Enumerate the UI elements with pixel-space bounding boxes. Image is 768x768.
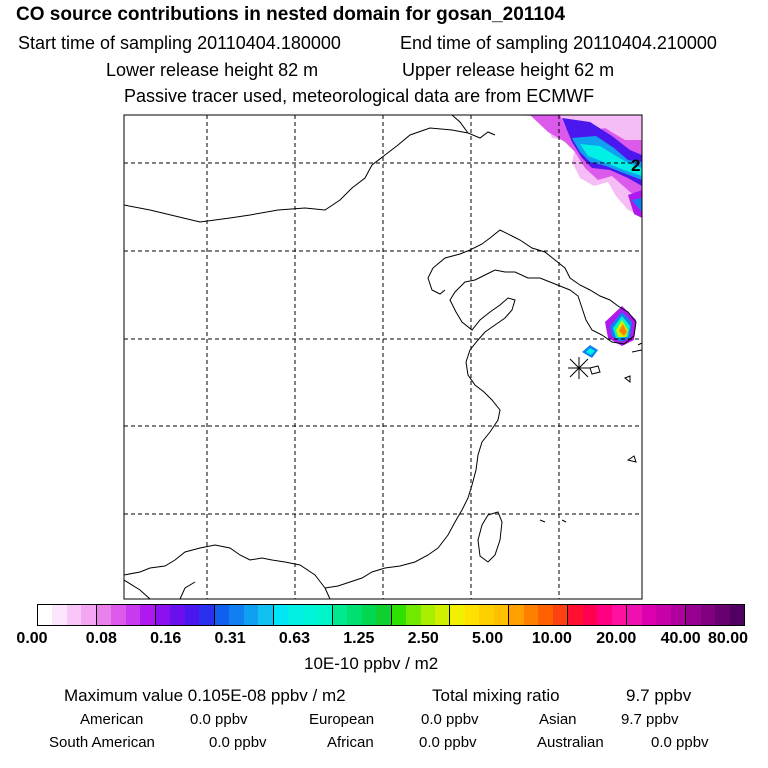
colorbar <box>37 604 745 626</box>
colorbar-segment <box>272 605 332 625</box>
colorbar-tick-label: 0.16 <box>150 630 182 647</box>
region-value-african: 0.0 ppbv <box>419 734 477 751</box>
total-mixing-value: 9.7 ppbv <box>626 686 692 705</box>
colorbar-tick-label: 20.00 <box>596 630 637 647</box>
concentration-field <box>520 115 642 358</box>
upper-release-label: Upper release height 62 m <box>402 60 615 80</box>
total-mixing-label: Total mixing ratio <box>432 686 560 705</box>
colorbar-tick-label: 0.08 <box>85 630 117 647</box>
coastlines <box>124 115 642 599</box>
colorbar-tick-label: 0.00 <box>16 630 48 647</box>
colorbar-segment <box>38 605 96 625</box>
map-title: CO source contributions in nested domain… <box>16 4 566 25</box>
region-name-american: American <box>80 711 144 728</box>
colorbar-segment <box>449 605 509 625</box>
region-name-australian: Australian <box>537 734 604 751</box>
colorbar-tick-label: 1.25 <box>343 630 375 647</box>
region-name-african: African <box>327 734 374 751</box>
colorbar-tick-label: 80.00 <box>707 630 749 647</box>
colorbar-segment <box>154 605 214 625</box>
lat-lon-grid <box>124 115 642 599</box>
region-value-american: 0.0 ppbv <box>190 711 248 728</box>
lower-release-label: Lower release height 82 m <box>106 60 319 80</box>
end-time-label: End time of sampling 20110404.210000 <box>400 33 717 53</box>
colorbar-tick-label: 0.63 <box>278 630 311 647</box>
colorbar-segment <box>95 605 155 625</box>
colorbar-tick-label: 5.00 <box>471 630 504 647</box>
source-contribution-map: 2 <box>123 114 643 600</box>
colorbar-unit: 10E-10 ppbv / m2 <box>304 654 439 673</box>
contour-label: 2 <box>631 156 640 175</box>
colorbar-tick-label: 10.00 <box>531 630 572 647</box>
region-value-asian: 9.7 ppbv <box>621 711 679 728</box>
colorbar-tick-label: 2.50 <box>407 630 439 647</box>
region-name-asian: Asian <box>539 711 577 728</box>
start-time-label: Start time of sampling 20110404.180000 <box>18 33 341 53</box>
colorbar-segment <box>685 605 745 625</box>
colorbar-segment <box>567 605 627 625</box>
receptor-marker-icon <box>568 357 590 379</box>
region-name-south-american: South American <box>49 734 155 751</box>
map-frame <box>123 114 643 600</box>
colorbar-tick-label: 0.31 <box>214 630 246 647</box>
max-value-label: Maximum value 0.105E-08 ppbv / m2 <box>64 686 346 705</box>
region-value-south-american: 0.0 ppbv <box>209 734 267 751</box>
colorbar-segment <box>390 605 450 625</box>
colorbar-segment <box>508 605 568 625</box>
region-name-european: European <box>309 711 375 728</box>
tracer-note: Passive tracer used, meteorological data… <box>124 86 595 106</box>
colorbar-segment <box>213 605 273 625</box>
colorbar-segment <box>626 605 686 625</box>
colorbar-tick-label: 40.00 <box>660 630 701 647</box>
colorbar-segment <box>331 605 391 625</box>
region-value-european: 0.0 ppbv <box>421 711 479 728</box>
region-value-australian: 0.0 ppbv <box>651 734 709 751</box>
